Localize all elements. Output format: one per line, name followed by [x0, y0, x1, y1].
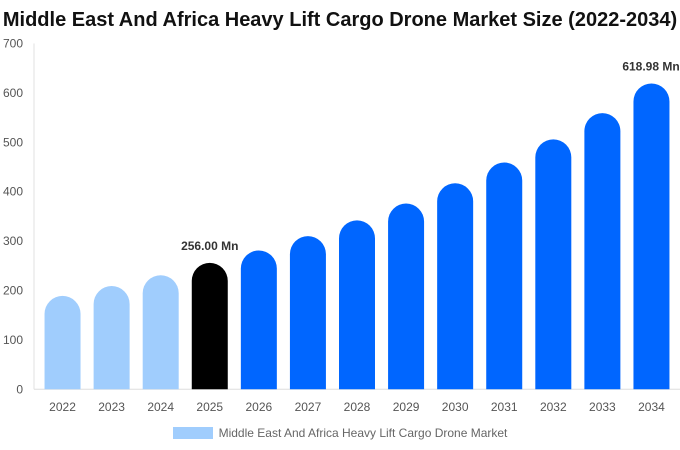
- legend: Middle East And Africa Heavy Lift Cargo …: [0, 426, 680, 440]
- legend-label: Middle East And Africa Heavy Lift Cargo …: [218, 426, 508, 440]
- bar-2029: [388, 203, 425, 390]
- data-label-2034: 618.98 Mn: [622, 60, 679, 74]
- x-tick-label: 2034: [638, 400, 665, 414]
- y-tick-label: 600: [3, 86, 23, 100]
- bar-2034: [633, 83, 670, 390]
- x-tick-label: 2024: [147, 400, 174, 414]
- y-tick-label: 700: [3, 37, 23, 51]
- bar-2028: [339, 220, 375, 390]
- y-tick-label: 300: [3, 234, 23, 248]
- bar-2026: [240, 250, 277, 390]
- bar-2023: [93, 286, 130, 390]
- bar-2027: [289, 236, 326, 390]
- x-tick-label: 2033: [589, 400, 616, 414]
- x-tick-label: 2025: [196, 400, 223, 414]
- bar-2030: [437, 183, 474, 390]
- x-tick-label: 2029: [393, 400, 420, 414]
- x-tick-label: 2022: [49, 400, 76, 414]
- bar-2025: [191, 262, 228, 390]
- x-tick-label: 2032: [540, 400, 567, 414]
- bar-2022: [44, 295, 81, 390]
- y-tick-label: 100: [3, 333, 23, 347]
- x-tick-label: 2026: [245, 400, 272, 414]
- y-tick-label: 400: [3, 185, 23, 199]
- x-tick-label: 2028: [344, 400, 371, 414]
- y-tick-label: 200: [3, 284, 23, 298]
- bar-2033: [584, 113, 621, 390]
- bar-2024: [142, 275, 179, 390]
- x-tick-label: 2031: [491, 400, 518, 414]
- legend-swatch: [172, 427, 213, 439]
- bar-2032: [535, 139, 572, 390]
- x-tick-label: 2023: [98, 400, 125, 414]
- y-tick-label: 0: [16, 382, 23, 396]
- bar-2031: [486, 162, 523, 390]
- y-tick-label: 500: [3, 135, 23, 149]
- x-tick-label: 2027: [295, 400, 322, 414]
- data-label-2025: 256.00 Mn: [181, 239, 238, 253]
- chart-title: Middle East And Africa Heavy Lift Cargo …: [2, 9, 678, 31]
- x-tick-label: 2030: [442, 400, 469, 414]
